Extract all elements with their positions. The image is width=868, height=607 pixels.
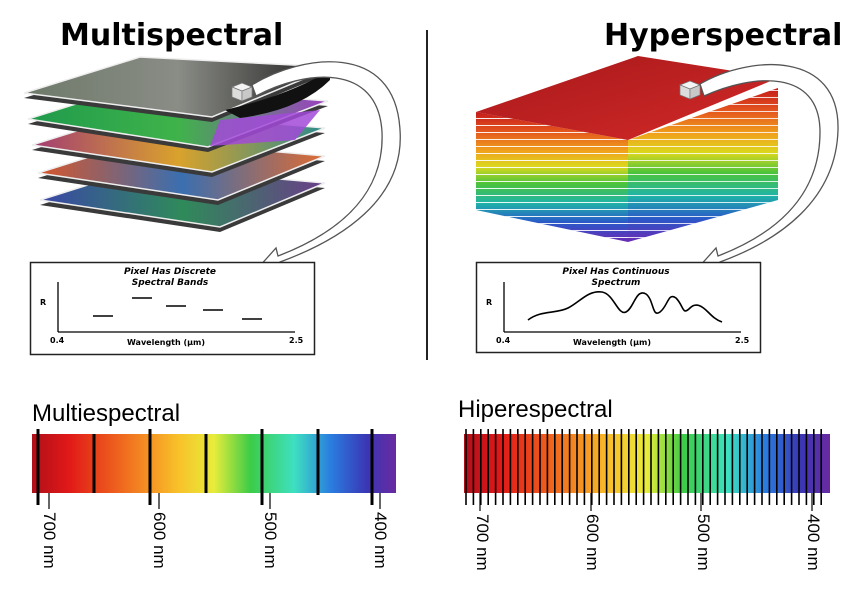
hyperspectral-axis-y: R — [486, 298, 493, 307]
hyperspectral-cube — [476, 56, 839, 273]
tick-label-500: 500 nm — [261, 512, 280, 569]
continuous-spectrum-curve — [527, 291, 723, 323]
pixel-cube — [231, 82, 253, 102]
multispectral-title: Multispectral — [60, 18, 284, 53]
cube-front-face — [476, 112, 628, 242]
hyperspectral-x-min: 0.4 — [496, 336, 511, 345]
tick-label-500: 500 nm — [694, 514, 713, 571]
tick-label-400: 400 nm — [804, 514, 823, 571]
multiespectral-label: Multiespectral — [32, 400, 181, 427]
tick-label-700: 700 nm — [40, 512, 59, 569]
hyperspectral-x-max: 2.5 — [735, 336, 750, 345]
multispectral-x-max: 2.5 — [289, 336, 304, 345]
band-divider-lines — [36, 429, 374, 505]
tick-marks — [479, 493, 813, 511]
hyperspectral-plot-frame — [475, 261, 762, 354]
hyperspectral-plot-title: Pixel Has Continuous Spectrum — [562, 267, 670, 288]
cube-top-face — [476, 56, 778, 140]
tick-label-700: 700 nm — [473, 514, 492, 571]
multispectral-layer-stack — [23, 56, 401, 273]
hiperespectral-label: Hiperespectral — [458, 396, 613, 423]
hyperspectral-title: Hyperspectral — [604, 18, 843, 53]
multiespectral-spectrum-bar — [32, 429, 396, 509]
tick-label-400: 400 nm — [371, 512, 390, 569]
tick-label-600: 600 nm — [583, 514, 602, 571]
multispectral-axis-y: R — [40, 298, 47, 307]
cube-side-face — [628, 88, 778, 242]
multispectral-x-min: 0.4 — [50, 336, 65, 345]
multispectral-axis-x: Wavelength (μm) — [127, 338, 206, 347]
discrete-band-marks — [93, 297, 262, 320]
tick-label-600: 600 nm — [150, 512, 169, 569]
hyperspectral-axis-x: Wavelength (μm) — [573, 338, 652, 347]
multispectral-plot-frame — [29, 261, 316, 356]
multispectral-plot-title: Pixel Has Discrete Spectral Bands — [123, 267, 217, 288]
narrow-band-lines — [465, 429, 823, 505]
center-divider — [426, 30, 428, 360]
tick-marks — [48, 493, 381, 509]
pixel-cube — [679, 80, 701, 100]
hiperespectral-spectrum-bar — [464, 429, 830, 511]
